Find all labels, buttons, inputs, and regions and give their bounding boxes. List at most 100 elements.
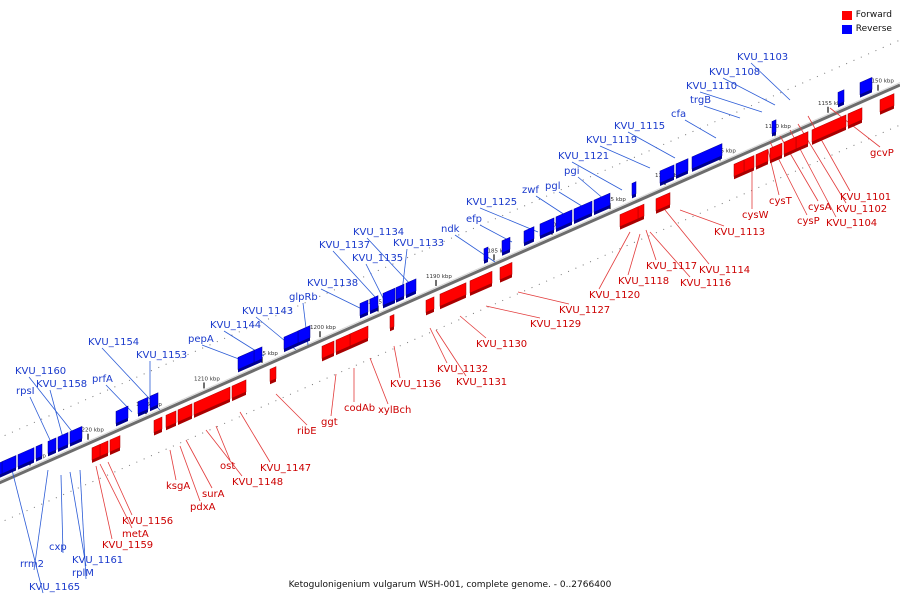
reverse-gene[interactable] (501, 236, 511, 256)
forward-gene[interactable] (769, 142, 783, 164)
leader-line (571, 161, 623, 191)
reverse-gene-label: KVU_1138 (307, 278, 358, 289)
leader-line (205, 429, 243, 477)
reverse-gene[interactable] (47, 437, 57, 457)
forward-gene[interactable] (469, 270, 493, 296)
forward-gene[interactable] (499, 262, 513, 283)
reverse-gene[interactable] (859, 76, 873, 98)
reverse-gene[interactable] (405, 278, 417, 299)
forward-gene[interactable] (619, 206, 639, 230)
reverse-gene[interactable] (253, 346, 263, 366)
forward-gene[interactable] (637, 203, 645, 222)
tick-label: 1200 kbp (310, 325, 336, 331)
forward-gene[interactable] (193, 386, 231, 418)
forward-gene[interactable] (733, 159, 745, 180)
forward-gene[interactable] (269, 366, 277, 385)
forward-gene[interactable] (321, 340, 335, 362)
reverse-gene[interactable] (539, 217, 555, 240)
tick-label: 1165 kbp (710, 148, 736, 154)
reverse-gene[interactable] (0, 461, 3, 482)
reverse-gene[interactable] (237, 350, 255, 373)
reverse-gene-label: prfA (92, 374, 113, 385)
gene-features (0, 76, 895, 482)
reverse-gene-label: KVU_1110 (686, 81, 737, 92)
reverse-gene[interactable] (631, 181, 637, 199)
reverse-gene[interactable] (69, 426, 83, 447)
reverse-gene-label: KVU_1119 (586, 135, 637, 146)
reverse-gene-label: rrm2 (20, 559, 44, 570)
reverse-gene[interactable] (297, 325, 311, 346)
forward-gene[interactable] (811, 114, 847, 145)
reverse-gene[interactable] (675, 158, 689, 179)
leader-line (11, 469, 44, 594)
forward-gene-label: gcvP (870, 148, 894, 159)
forward-gene[interactable] (743, 155, 755, 175)
leader-line (664, 209, 710, 265)
reverse-gene[interactable] (283, 330, 299, 353)
reverse-gene[interactable] (149, 392, 159, 412)
forward-gene[interactable] (99, 440, 109, 460)
reverse-gene-label: rpsI (16, 386, 35, 397)
reverse-gene[interactable] (659, 164, 675, 186)
forward-gene[interactable] (389, 314, 395, 332)
leader-line (435, 329, 467, 377)
leader-line (369, 357, 389, 405)
tick-label: 1180 kbp (542, 223, 568, 229)
forward-gene-label: KVU_1159 (102, 540, 153, 551)
forward-gene[interactable] (795, 131, 809, 152)
forward-gene[interactable] (655, 192, 671, 214)
forward-gene[interactable] (91, 444, 101, 463)
forward-gene[interactable] (177, 403, 193, 425)
reverse-gene[interactable] (691, 143, 723, 172)
forward-gene[interactable] (231, 379, 247, 402)
legend: Forward Reverse (841, 8, 892, 36)
forward-gene[interactable] (109, 435, 121, 455)
forward-gene[interactable] (165, 410, 177, 431)
tick-label: 1205 kbp (252, 351, 278, 357)
reverse-gene-label: pepA (188, 334, 214, 345)
forward-gene[interactable] (879, 93, 895, 115)
forward-gene[interactable] (439, 282, 467, 310)
reverse-gene[interactable] (382, 287, 396, 309)
reverse-gene[interactable] (593, 192, 611, 216)
reverse-gene[interactable] (359, 299, 369, 319)
forward-gene-label: KVU_1148 (232, 477, 283, 488)
forward-gene-label: cysW (742, 210, 769, 221)
reverse-gene[interactable] (115, 405, 129, 427)
reverse-gene[interactable] (573, 200, 593, 224)
leader-line (684, 119, 717, 139)
forward-gene-label: KVU_1114 (699, 265, 750, 276)
reverse-gene-label: KVU_1108 (709, 67, 760, 78)
forward-gene[interactable] (335, 333, 351, 356)
leader-line (627, 233, 641, 276)
leader-line (365, 263, 386, 303)
reverse-gene-label: KVU_1158 (36, 379, 87, 390)
leader-line (598, 231, 631, 290)
reverse-gene-label: cxp (49, 542, 67, 553)
forward-gene-label: KVU_1104 (826, 218, 877, 229)
tick-label: 1190 kbp (426, 274, 452, 280)
leader-line (79, 469, 87, 580)
reverse-gene[interactable] (137, 396, 149, 417)
reverse-gene[interactable] (555, 209, 573, 232)
forward-gene[interactable] (783, 136, 797, 158)
reverse-gene[interactable] (523, 226, 535, 247)
reverse-gene[interactable] (837, 89, 845, 108)
reverse-gene[interactable] (369, 295, 379, 315)
leader-line (649, 231, 691, 278)
reverse-gene[interactable] (483, 246, 489, 264)
leader-line (332, 250, 377, 299)
forward-gene[interactable] (425, 296, 435, 316)
reverse-gene[interactable] (57, 432, 69, 452)
forward-gene[interactable] (153, 416, 163, 436)
reverse-gene[interactable] (17, 447, 35, 470)
reverse-gene[interactable] (771, 119, 777, 137)
reverse-gene-label: efp (466, 214, 482, 225)
leader-line (577, 176, 606, 201)
forward-gene[interactable] (847, 107, 863, 129)
reverse-gene[interactable] (395, 283, 405, 303)
forward-gene-label: KVU_1102 (836, 204, 887, 215)
forward-gene[interactable] (755, 148, 769, 170)
forward-gene[interactable] (349, 325, 369, 349)
reverse-gene[interactable] (35, 443, 43, 462)
